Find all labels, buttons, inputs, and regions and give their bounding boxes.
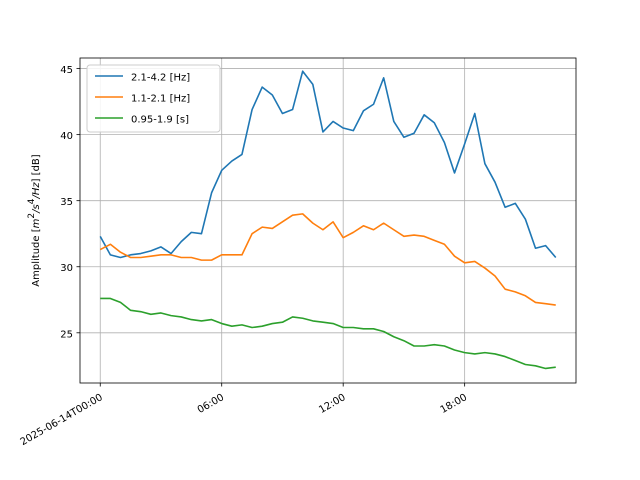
y-tick-label-2: 35 — [60, 197, 73, 208]
series-line-0 — [99, 70, 557, 259]
legend: 2.1-4.2 [Hz] 1.1-2.1 [Hz] 0.95-1.9 [s] — [86, 64, 221, 133]
legend-label-0: 2.1-4.2 [Hz] — [131, 73, 190, 84]
y-axis: 25 30 35 40 45 — [60, 65, 80, 340]
plot-frame — [79, 57, 577, 384]
y-tick-label-1: 30 — [60, 263, 73, 274]
y-tick-label-3: 40 — [60, 131, 73, 142]
series-line-1 — [99, 213, 556, 306]
grid — [80, 58, 576, 383]
legend-label-2: 0.95-1.9 [s] — [131, 115, 189, 126]
y-axis-label: Amplitude [m2/s4/Hz] [dB] — [27, 154, 42, 286]
y-tick-label-0: 25 — [60, 329, 73, 340]
legend-label-1: 1.1-2.1 [Hz] — [131, 94, 190, 105]
series-line-2 — [100, 297, 556, 370]
y-tick-label-4: 45 — [60, 65, 73, 76]
legend-box — [86, 64, 221, 133]
series-layer — [99, 70, 557, 370]
